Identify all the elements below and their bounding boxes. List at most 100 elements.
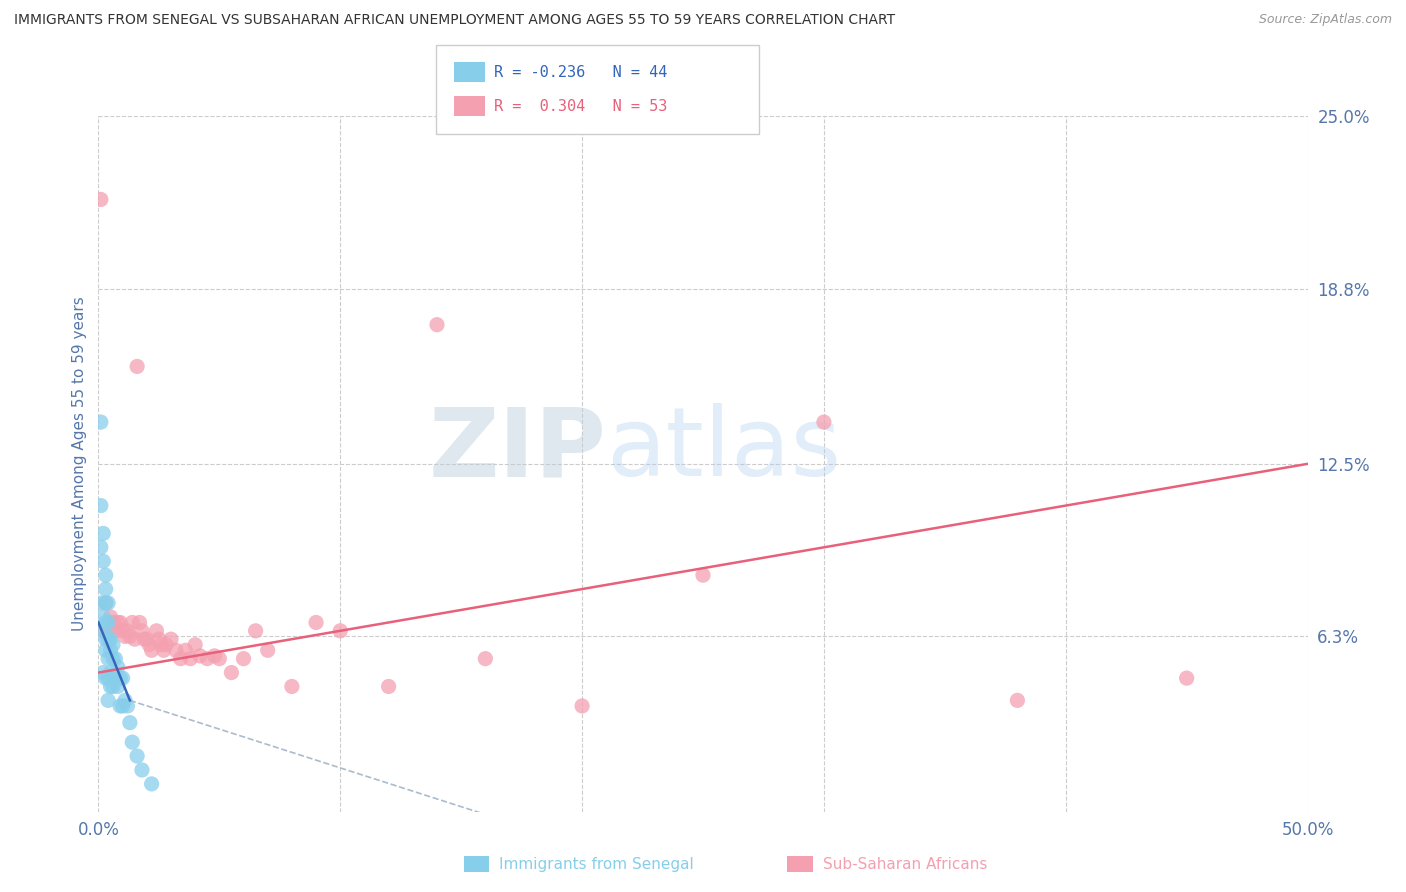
Point — [90, 193, 112, 207]
Text: R =  0.304   N = 53: R = 0.304 N = 53 — [494, 99, 666, 113]
Text: Source: ZipAtlas.com: Source: ZipAtlas.com — [1258, 13, 1392, 27]
Point — [101, 615, 124, 630]
Point — [117, 698, 139, 713]
Point — [94, 632, 117, 647]
Point — [124, 632, 146, 647]
Point — [107, 680, 129, 694]
Point — [97, 693, 120, 707]
Point — [91, 624, 114, 638]
Point — [100, 632, 122, 647]
Point — [90, 499, 112, 513]
Point — [165, 643, 187, 657]
Point — [145, 624, 167, 638]
Point — [94, 615, 117, 630]
Point — [97, 615, 120, 630]
Point — [91, 526, 114, 541]
Point — [91, 665, 114, 680]
Point — [134, 632, 156, 647]
Text: Immigrants from Senegal: Immigrants from Senegal — [499, 857, 695, 871]
Point — [204, 648, 226, 663]
Point — [692, 568, 714, 582]
Point — [121, 735, 143, 749]
Point — [152, 643, 174, 657]
Text: Sub-Saharan Africans: Sub-Saharan Africans — [823, 857, 987, 871]
Point — [97, 615, 120, 630]
Point — [101, 651, 124, 665]
Point — [128, 615, 150, 630]
Point — [107, 615, 129, 630]
Point — [108, 671, 131, 685]
Point — [121, 615, 143, 630]
Point — [91, 554, 114, 568]
Point — [155, 638, 177, 652]
Point — [571, 698, 593, 713]
Point — [174, 643, 197, 657]
Point — [256, 643, 278, 657]
Point — [114, 693, 136, 707]
Point — [1007, 693, 1029, 707]
Point — [138, 638, 160, 652]
Point — [91, 624, 114, 638]
Point — [107, 660, 129, 674]
Text: ZIP: ZIP — [429, 403, 606, 497]
Point — [208, 651, 231, 665]
Point — [94, 582, 117, 596]
Point — [377, 680, 399, 694]
Point — [281, 680, 304, 694]
Point — [148, 632, 170, 647]
Point — [97, 596, 120, 610]
Y-axis label: Unemployment Among Ages 55 to 59 years: Unemployment Among Ages 55 to 59 years — [72, 296, 87, 632]
Point — [160, 632, 183, 647]
Point — [101, 680, 124, 694]
Point — [104, 671, 127, 685]
Point — [118, 715, 141, 730]
Point — [90, 596, 112, 610]
Point — [127, 749, 149, 764]
Point — [97, 651, 120, 665]
Point — [329, 624, 352, 638]
Point — [94, 596, 117, 610]
Point — [474, 651, 496, 665]
Point — [100, 665, 122, 680]
Point — [179, 651, 201, 665]
Point — [94, 596, 117, 610]
Point — [131, 763, 153, 777]
Point — [127, 359, 149, 374]
Point — [188, 648, 211, 663]
Point — [90, 541, 112, 555]
Point — [94, 643, 117, 657]
Point — [94, 671, 117, 685]
Point — [97, 671, 120, 685]
Point — [195, 651, 218, 665]
Point — [141, 643, 163, 657]
Text: R = -0.236   N = 44: R = -0.236 N = 44 — [494, 65, 666, 79]
Point — [94, 568, 117, 582]
Point — [100, 610, 122, 624]
Point — [131, 624, 153, 638]
Point — [305, 615, 328, 630]
Point — [101, 638, 124, 652]
Point — [135, 632, 157, 647]
Point — [245, 624, 267, 638]
Point — [114, 629, 136, 643]
Point — [221, 665, 243, 680]
Point — [100, 643, 122, 657]
Point — [111, 698, 134, 713]
Point — [111, 671, 134, 685]
Point — [100, 680, 122, 694]
Point — [150, 638, 173, 652]
Point — [97, 632, 120, 647]
Text: IMMIGRANTS FROM SENEGAL VS SUBSAHARAN AFRICAN UNEMPLOYMENT AMONG AGES 55 TO 59 Y: IMMIGRANTS FROM SENEGAL VS SUBSAHARAN AF… — [14, 13, 896, 28]
Point — [90, 415, 112, 429]
Point — [141, 777, 163, 791]
Point — [104, 651, 127, 665]
Point — [118, 629, 141, 643]
Point — [426, 318, 449, 332]
Point — [100, 624, 122, 638]
Point — [108, 698, 131, 713]
Point — [232, 651, 254, 665]
Point — [117, 624, 139, 638]
Point — [169, 651, 191, 665]
Point — [813, 415, 835, 429]
Text: atlas: atlas — [606, 403, 841, 497]
